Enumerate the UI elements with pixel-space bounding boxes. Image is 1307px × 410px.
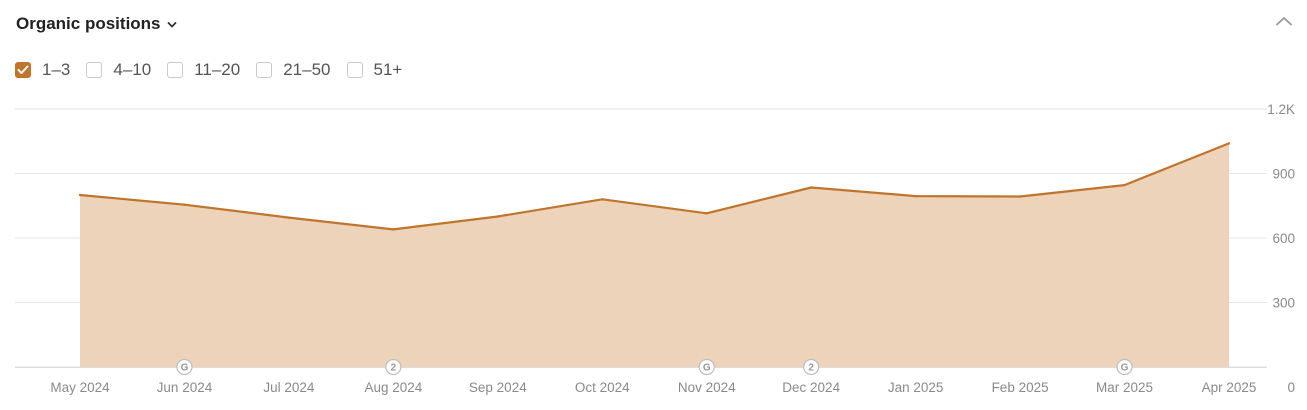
filter-4-10[interactable]: 4–10 bbox=[86, 60, 151, 80]
note-count-icon[interactable]: 2 bbox=[385, 358, 402, 376]
data-point bbox=[496, 215, 500, 218]
filter-label: 11–20 bbox=[194, 60, 241, 79]
data-point bbox=[809, 186, 813, 189]
google-update-icon[interactable]: G bbox=[176, 358, 193, 376]
data-point bbox=[1227, 142, 1231, 145]
filter-checkbox[interactable] bbox=[15, 62, 31, 78]
google-update-icon[interactable]: G bbox=[698, 358, 715, 376]
data-point bbox=[1018, 195, 1022, 198]
widget-title: Organic positions bbox=[16, 14, 161, 33]
filter-1-3[interactable]: 1–3 bbox=[15, 60, 70, 80]
marker-label: G bbox=[1121, 363, 1129, 374]
y-tick-label: 600 bbox=[1272, 231, 1295, 246]
check-icon bbox=[17, 65, 29, 74]
x-tick-label: May 2024 bbox=[50, 380, 110, 395]
filter-11-20[interactable]: 11–20 bbox=[167, 60, 240, 80]
x-tick-label: Oct 2024 bbox=[575, 380, 630, 395]
chevron-up-icon bbox=[1275, 14, 1293, 31]
filter-label: 21–50 bbox=[283, 60, 331, 79]
data-point bbox=[392, 228, 395, 231]
widget-title-toggle[interactable]: Organic positions bbox=[16, 14, 177, 34]
x-tick-label: Jun 2024 bbox=[157, 380, 213, 395]
data-point bbox=[183, 203, 186, 206]
y-tick-label: 1.2K bbox=[1267, 102, 1295, 117]
x-tick-label: Sep 2024 bbox=[469, 380, 527, 395]
filter-label: 4–10 bbox=[113, 60, 152, 79]
series-line bbox=[79, 142, 1230, 231]
filter-51-plus[interactable]: 51+ bbox=[346, 60, 403, 80]
filter-21-50[interactable]: 21–50 bbox=[256, 60, 331, 80]
x-tick-label: Mar 2025 bbox=[1096, 380, 1153, 395]
x-tick-label: Jan 2025 bbox=[888, 380, 944, 395]
note-count-icon[interactable]: 2 bbox=[803, 358, 820, 376]
data-point bbox=[287, 216, 291, 219]
filter-checkbox[interactable] bbox=[346, 62, 363, 78]
series-area bbox=[80, 143, 1229, 367]
data-point bbox=[1123, 183, 1126, 187]
data-point bbox=[601, 198, 604, 201]
x-tick-label: Apr 2025 bbox=[1202, 380, 1257, 395]
y-tick-label: 900 bbox=[1272, 167, 1295, 182]
marker-label: 2 bbox=[391, 363, 397, 374]
collapse-button[interactable] bbox=[1275, 14, 1293, 32]
marker-label: G bbox=[703, 363, 711, 374]
data-point bbox=[705, 212, 708, 215]
chevron-down-icon bbox=[167, 16, 177, 34]
x-tick-label: Dec 2024 bbox=[782, 380, 840, 395]
x-tick-label: Nov 2024 bbox=[678, 380, 736, 395]
marker-label: G bbox=[181, 363, 189, 374]
filter-checkbox[interactable] bbox=[256, 62, 273, 78]
marker-label: 2 bbox=[808, 363, 814, 374]
filter-label: 1–3 bbox=[42, 60, 71, 79]
filter-checkbox[interactable] bbox=[86, 62, 103, 78]
x-tick-label: Aug 2024 bbox=[364, 380, 422, 395]
x-tick-label: Feb 2025 bbox=[992, 380, 1049, 395]
data-point bbox=[78, 193, 82, 197]
filter-checkbox[interactable] bbox=[167, 62, 184, 78]
position-filters: 1–3 4–10 11–20 21–50 51+ bbox=[15, 60, 418, 80]
filter-label: 51+ bbox=[373, 60, 403, 79]
data-point bbox=[914, 194, 917, 198]
google-update-icon[interactable]: G bbox=[1116, 358, 1133, 376]
y-tick-label: 300 bbox=[1272, 296, 1295, 311]
x-tick-label: Jul 2024 bbox=[263, 380, 315, 395]
y-tick-label: 0 bbox=[1287, 380, 1295, 395]
